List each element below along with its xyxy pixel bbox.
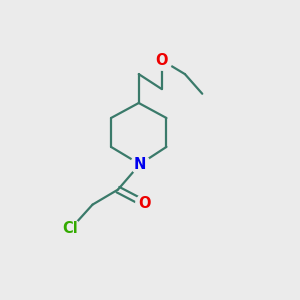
Text: N: N — [134, 157, 146, 172]
Text: O: O — [138, 196, 151, 211]
Text: Cl: Cl — [63, 221, 79, 236]
Text: O: O — [156, 53, 168, 68]
